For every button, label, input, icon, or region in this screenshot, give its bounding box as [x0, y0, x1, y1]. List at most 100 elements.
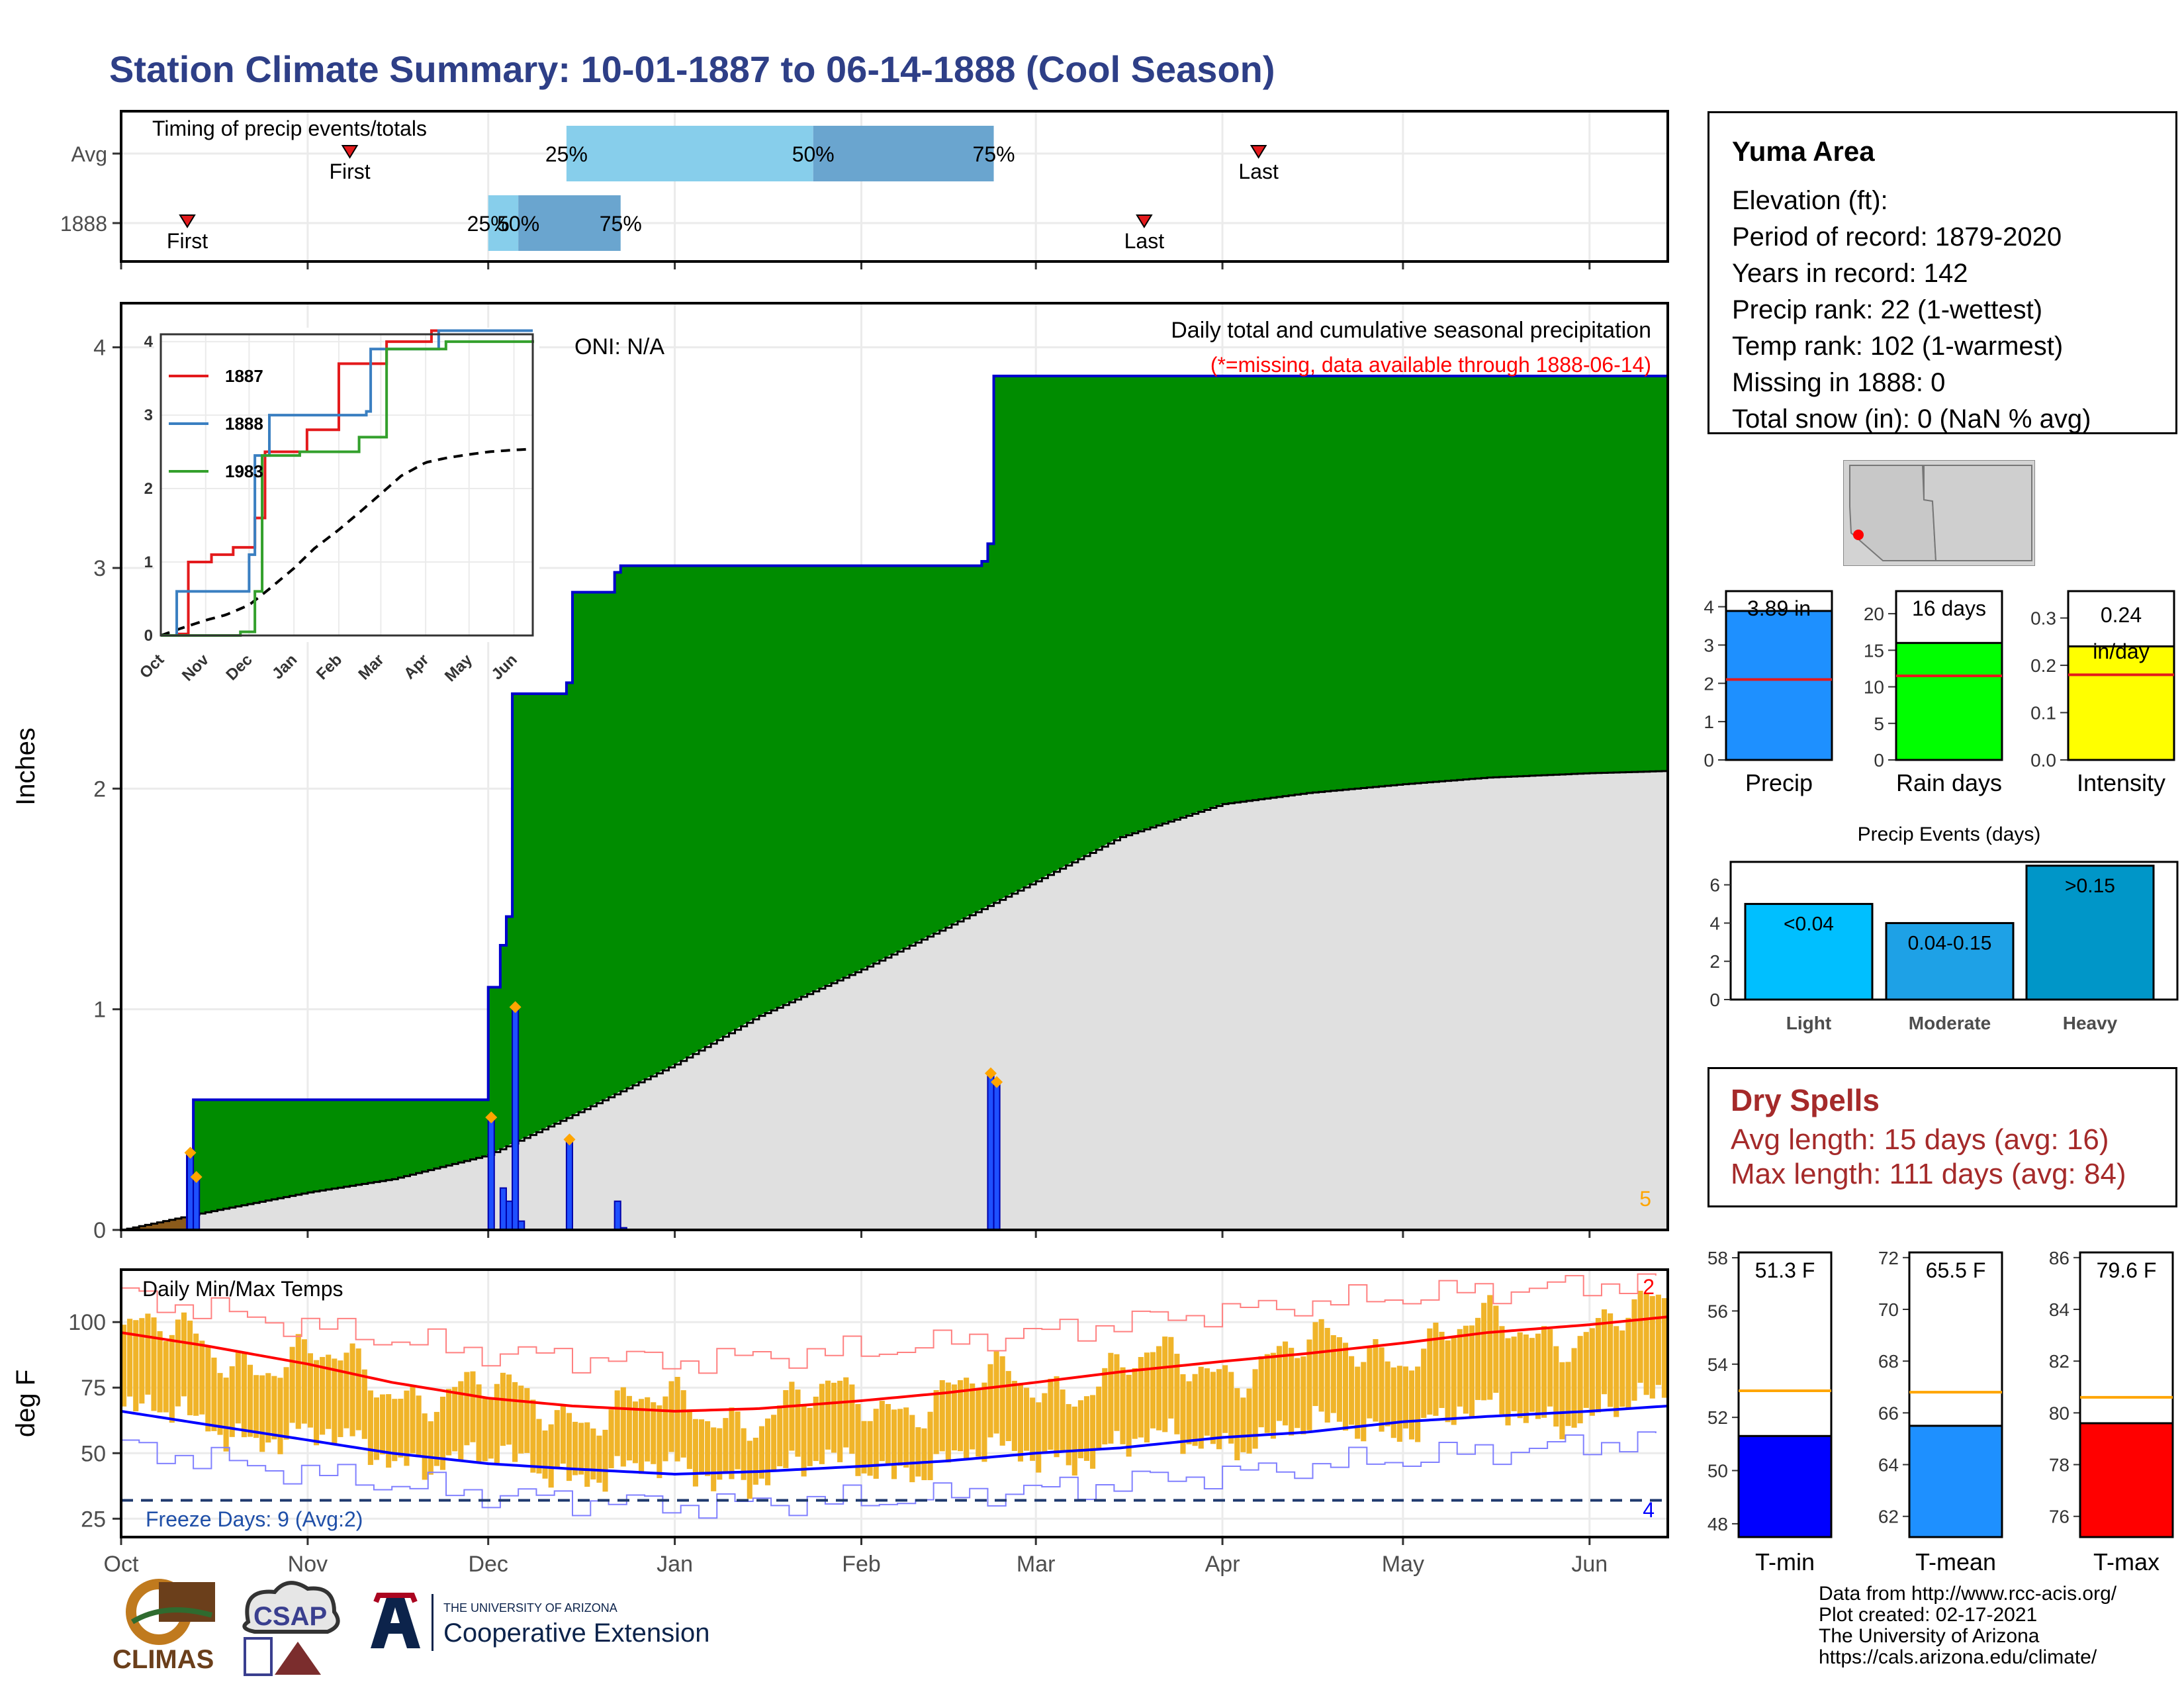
tempbar-ytick-label-2-1: 78: [2049, 1455, 2070, 1476]
temp-daily-bar-98: [711, 1427, 717, 1491]
temp-daily-bar-67: [524, 1387, 530, 1453]
events-bar-2: [2025, 865, 2155, 1001]
temp-daily-bar-35: [332, 1358, 338, 1445]
temp-daily-bar-10: [181, 1312, 187, 1397]
summary-ytick-label-2-3: 0.3: [2030, 608, 2056, 629]
inset-month-label-2: Dec: [222, 651, 255, 684]
credit-line-university: The University of Arizona: [1819, 1625, 2040, 1647]
temp-daily-bar-218: [1433, 1323, 1439, 1416]
tempbar-label-0: T-min: [1755, 1548, 1815, 1575]
temp-record-min-line: [121, 1431, 1657, 1519]
inset-ytick-label-2: 2: [144, 480, 153, 498]
inset-ytick-label-1: 1: [144, 553, 153, 571]
csap-rain-lines: [244, 1637, 273, 1676]
temp-daily-bar-51: [428, 1421, 433, 1475]
temp-daily-bar-206: [1361, 1362, 1367, 1442]
page-title: Station Climate Summary: 10-01-1887 to 0…: [109, 48, 1275, 90]
temp-daily-bar-192: [1276, 1346, 1283, 1421]
inset-month-label-1: Nov: [179, 651, 213, 685]
temp-daily-bar-183: [1222, 1365, 1228, 1433]
temp-daily-bar-233: [1523, 1334, 1529, 1423]
temp-daily-bar-2: [133, 1320, 139, 1412]
temp-daily-bar-13: [199, 1340, 205, 1415]
events-range-label-0: <0.04: [1784, 914, 1834, 935]
precip-daily-bar-5: [512, 1006, 520, 1231]
temp-daily-bar-27: [283, 1367, 289, 1440]
timing-last-label-0: Last: [1238, 160, 1279, 183]
temp-daily-bar-167: [1126, 1374, 1132, 1457]
temp-daily-bar-134: [927, 1411, 933, 1481]
temp-daily-bar-174: [1168, 1336, 1174, 1419]
temp-daily-bar-5: [151, 1317, 157, 1411]
temp-daily-bar-135: [933, 1390, 939, 1454]
temp-daily-bar-246: [1601, 1309, 1608, 1395]
summary-label-1: Rain days: [1896, 769, 2002, 796]
timing-plot-bg: [121, 111, 1668, 261]
temp-daily-bar-160: [1083, 1396, 1090, 1461]
temp-daily-bar-175: [1174, 1354, 1180, 1434]
temp-daily-bar-157: [1066, 1404, 1071, 1466]
temp-daily-bar-77: [584, 1422, 590, 1487]
temp-daily-bar-208: [1373, 1338, 1379, 1422]
temp-daily-bar-80: [602, 1429, 608, 1492]
climas-logo: CLIMAS: [113, 1579, 215, 1674]
temp-daily-bar-29: [295, 1334, 301, 1429]
temp-daily-bar-85: [632, 1401, 639, 1464]
summary-value-label-1: 16 days: [1912, 596, 1986, 620]
temp-daily-bar-26: [277, 1378, 283, 1454]
temp-daily-bar-9: [175, 1319, 181, 1407]
temp-daily-bar-14: [205, 1345, 211, 1432]
summary-bar-2: [2067, 645, 2175, 761]
inset-month-label-6: Apr: [400, 651, 432, 682]
temp-daily-bar-221: [1451, 1337, 1457, 1425]
temp-daily-bar-18: [229, 1366, 235, 1437]
temp-daily-bar-171: [1150, 1352, 1156, 1429]
temp-daily-bar-184: [1228, 1372, 1234, 1444]
summary-ytick-label-0-2: 2: [1704, 673, 1714, 694]
timing-q75-label-1: 75%: [600, 212, 642, 236]
precip-ytick-label-2: 2: [93, 776, 106, 802]
precip-daily-marker-11: [991, 1076, 1003, 1088]
temp-daily-bar-36: [338, 1360, 343, 1437]
temp-daily-bar-173: [1162, 1336, 1168, 1432]
inset-border: [159, 333, 534, 637]
temp-daily-bar-252: [1637, 1290, 1643, 1383]
dry-spells-box: Dry Spells Avg length: 15 days (avg: 16)…: [1707, 1067, 2177, 1207]
summary-value-label-0: 3.89 in: [1747, 596, 1811, 620]
inset-month-label-4: Feb: [313, 651, 345, 683]
locator-map: [1843, 460, 2035, 566]
tempbar-ytick-label-0-2: 52: [1707, 1407, 1728, 1428]
temp-daily-bar-204: [1349, 1356, 1355, 1425]
tempbar-ytick-label-1-2: 66: [1878, 1403, 1899, 1423]
month-label-3: Jan: [657, 1552, 693, 1577]
temp-daily-bar-61: [488, 1398, 494, 1459]
temp-daily-bar-93: [680, 1390, 686, 1458]
temp-daily-bar-253: [1643, 1293, 1649, 1395]
temp-daily-bar-15: [211, 1357, 217, 1431]
temp-daily-bar-244: [1589, 1328, 1595, 1416]
temp-daily-bar-151: [1030, 1397, 1036, 1461]
temp-daily-bar-225: [1475, 1317, 1481, 1400]
temp-daily-bar-70: [542, 1430, 548, 1479]
station-location-marker: [1853, 530, 1864, 540]
temp-daily-bar-229: [1499, 1326, 1505, 1415]
timing-q50-label-1: 50%: [497, 212, 539, 236]
temp-daily-bar-86: [639, 1399, 645, 1474]
summary-ytick-label-2-0: 0.0: [2030, 750, 2056, 771]
tempbar-ytick-label-2-4: 84: [2049, 1299, 2070, 1320]
temp-daily-bar-138: [951, 1384, 957, 1451]
temp-daily-bar-119: [837, 1380, 843, 1462]
temp-daily-bar-30: [301, 1339, 307, 1424]
station-precip-rank: Precip rank: 22 (1-wettest): [1732, 295, 2043, 324]
temp-daily-bar-63: [500, 1372, 506, 1446]
month-label-1: Nov: [288, 1552, 328, 1577]
tempbar-label-1: T-mean: [1915, 1548, 1996, 1575]
temp-daily-bar-32: [313, 1360, 320, 1446]
timing-bar-q25-q50-0: [566, 126, 813, 181]
temp-daily-bar-150: [1024, 1387, 1030, 1451]
temp-daily-bar-120: [843, 1377, 849, 1448]
precip-daily-bar-9: [619, 1227, 627, 1231]
temp-daily-bar-19: [235, 1352, 241, 1424]
temp-daily-bar-122: [855, 1404, 861, 1476]
tempbar-ytick-label-0-4: 56: [1707, 1301, 1728, 1321]
